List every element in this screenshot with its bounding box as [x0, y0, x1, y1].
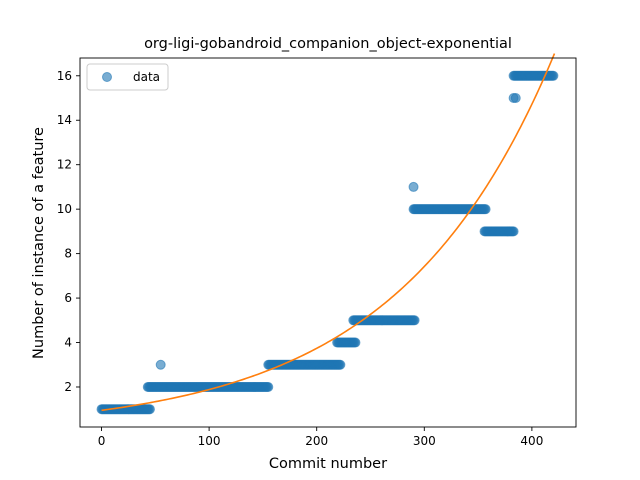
x-tick-label: 200 — [305, 434, 328, 448]
data-point — [350, 337, 361, 348]
y-tick-label: 4 — [64, 336, 72, 350]
data-point — [548, 70, 559, 81]
data-point — [263, 381, 274, 392]
data-point — [409, 315, 420, 326]
x-tick-label: 400 — [520, 434, 543, 448]
axes-frame — [79, 57, 577, 428]
y-tick-label: 14 — [57, 113, 72, 127]
data-point — [335, 359, 346, 370]
chart-title: org-ligi-gobandroid_companion_object-exp… — [144, 36, 512, 52]
y-tick-label: 10 — [57, 202, 72, 216]
axis-ticks: 0 100 200 300 400 2 4 6 8 10 12 14 16 — [57, 69, 544, 448]
data-point — [510, 93, 521, 104]
x-tick-label: 0 — [98, 434, 106, 448]
data-point — [408, 181, 419, 192]
data-point — [155, 359, 166, 370]
x-tick-label: 300 — [413, 434, 436, 448]
data-point — [508, 226, 519, 237]
plot-area — [79, 53, 577, 428]
data-point — [144, 404, 155, 415]
data-point — [480, 204, 491, 215]
y-tick-label: 16 — [57, 69, 72, 83]
x-axis-label: Commit number — [269, 456, 387, 472]
legend-label: data — [133, 70, 160, 84]
x-tick-label: 100 — [198, 434, 221, 448]
legend: data — [86, 63, 169, 91]
legend-marker — [102, 72, 112, 82]
y-tick-label: 8 — [64, 247, 72, 261]
y-axis-label: Number of instance of a feature — [31, 127, 47, 359]
legend-box — [86, 63, 169, 91]
fit-line — [101, 53, 556, 412]
y-tick-label: 6 — [64, 291, 72, 305]
y-tick-label: 12 — [57, 158, 72, 172]
y-tick-label: 2 — [64, 380, 72, 394]
